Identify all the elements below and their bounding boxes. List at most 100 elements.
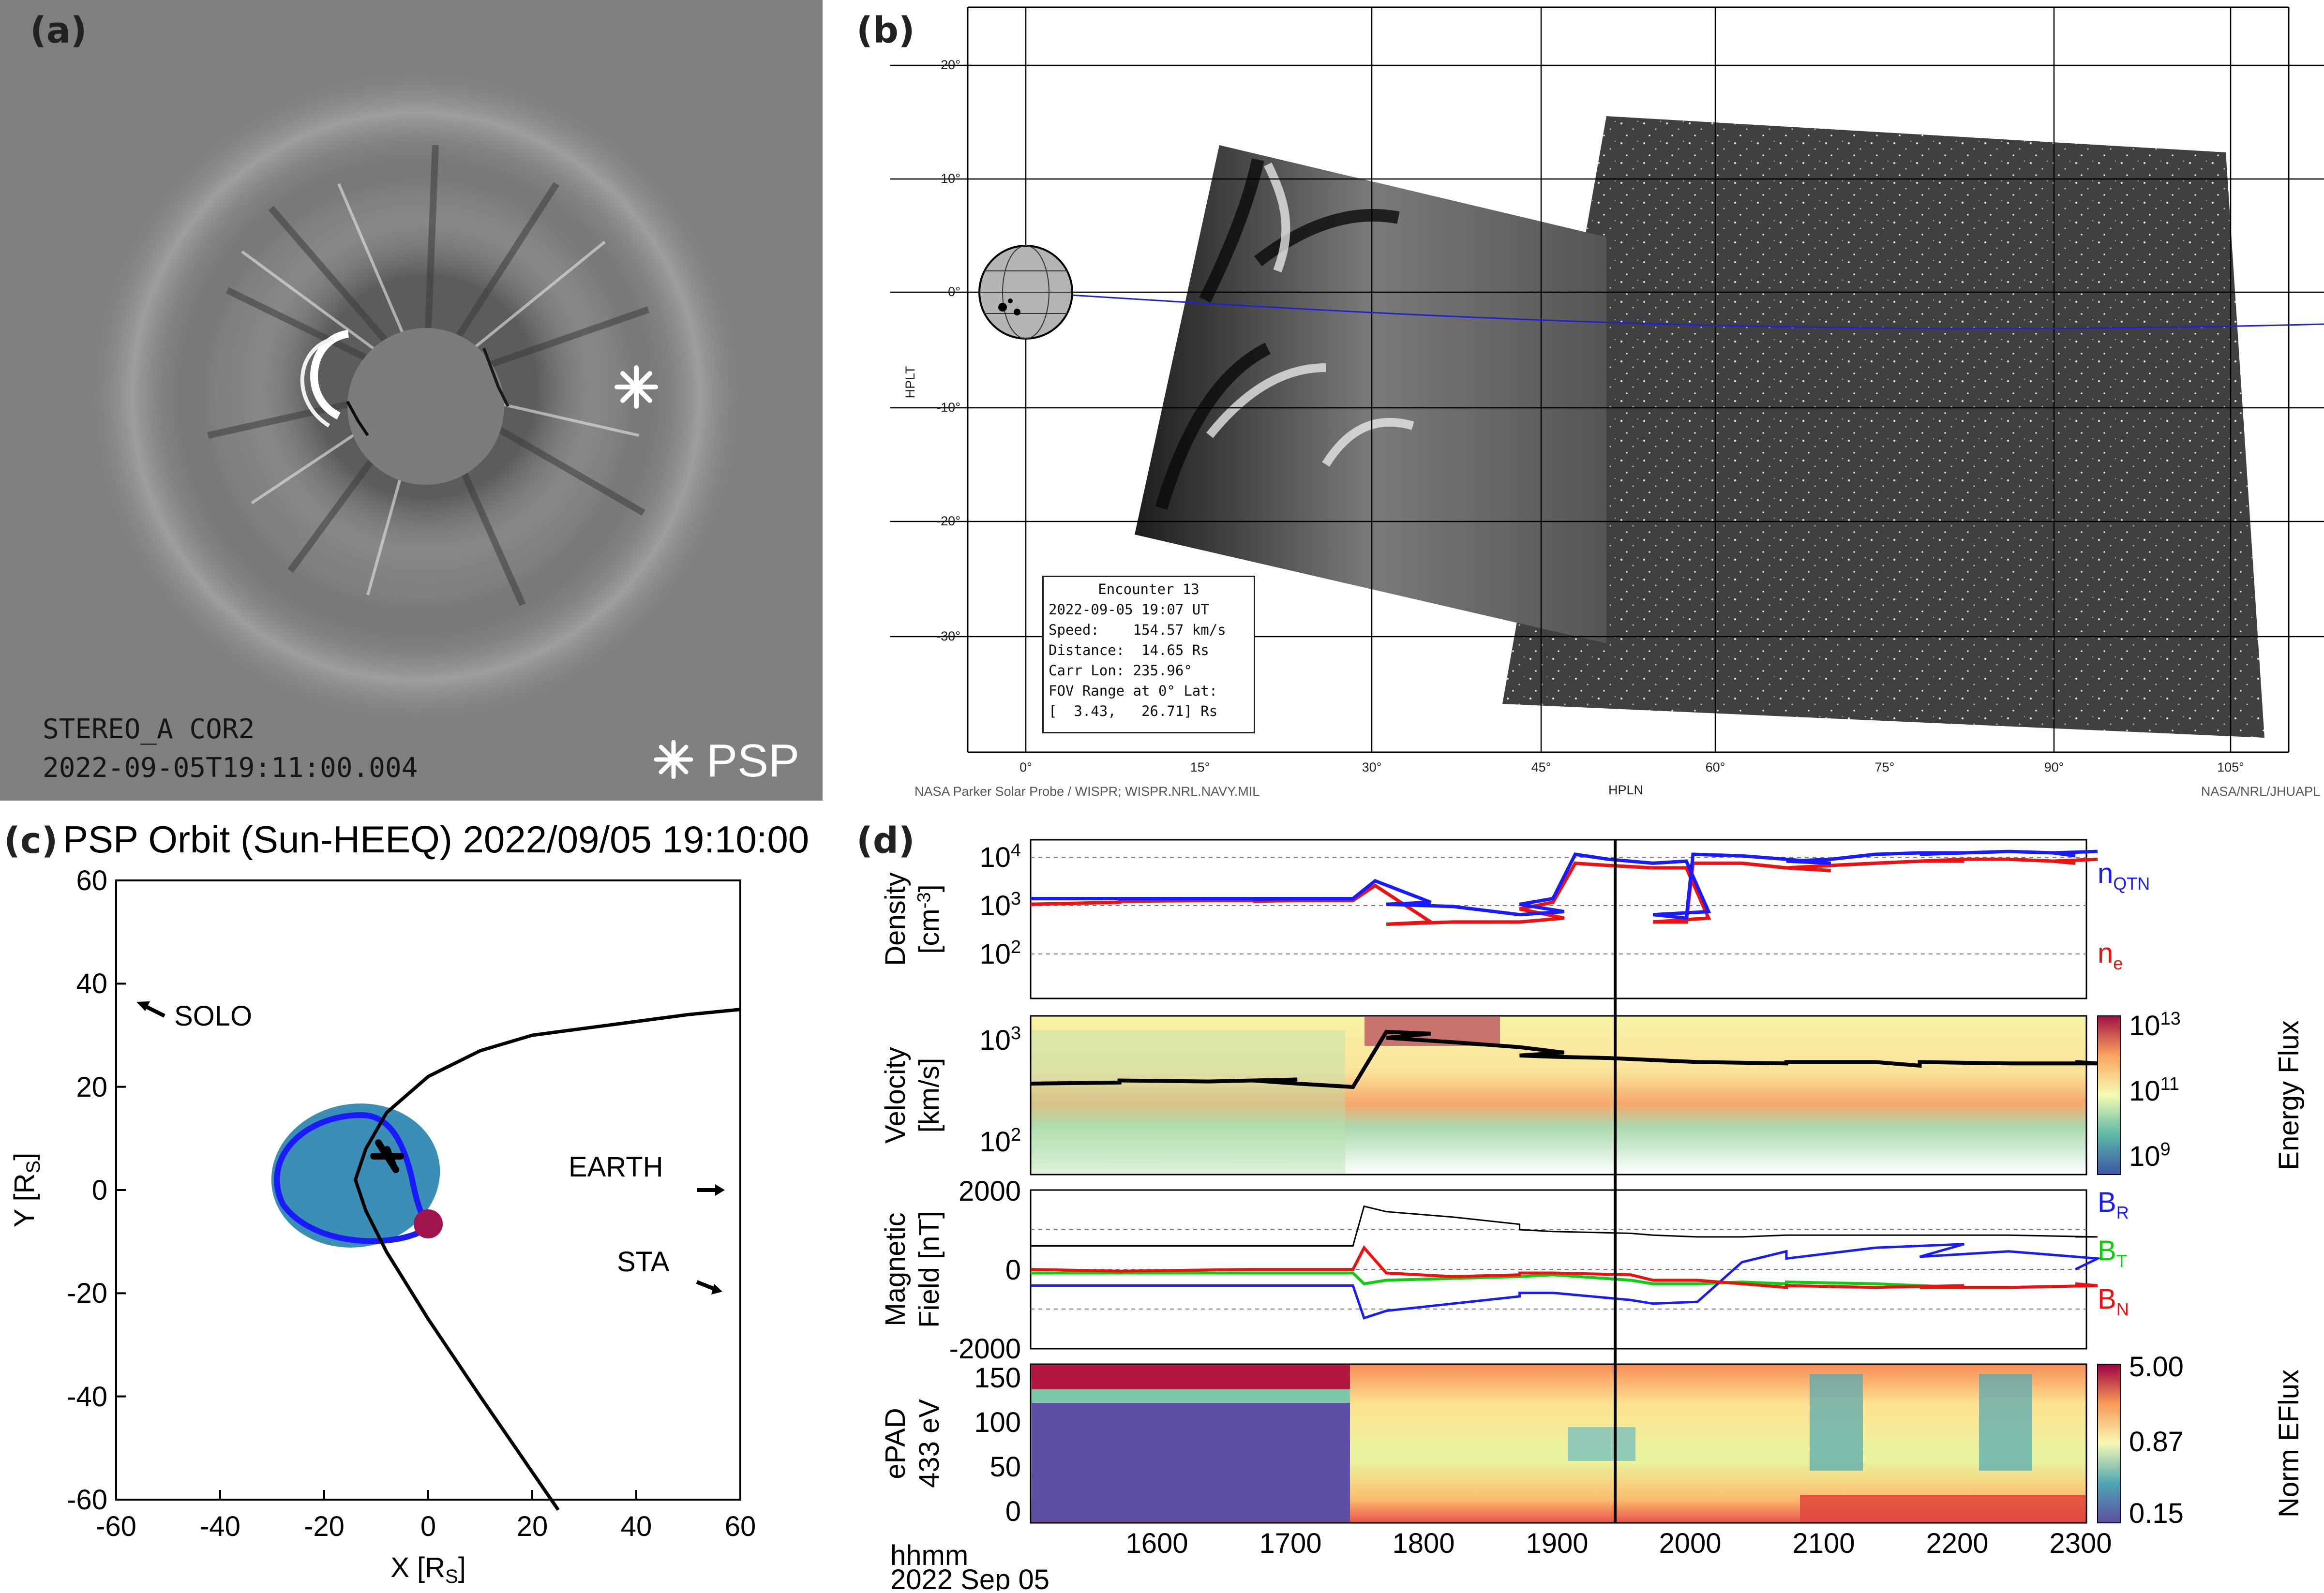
psp-marker-icon xyxy=(615,365,658,409)
hplt-tick: 0° xyxy=(948,284,960,299)
norm-cb-label: Norm EFlux xyxy=(2273,1370,2305,1518)
hplt-tick: -30° xyxy=(936,629,960,643)
info-line: FOV Range at 0° Lat: xyxy=(1049,683,1218,699)
hpln-tick: 90° xyxy=(2044,760,2064,774)
y-tick-marks xyxy=(116,879,126,1501)
velocity-tick: 103 xyxy=(979,1023,1021,1056)
time-tick: 1800 xyxy=(1392,1528,1454,1559)
mag-tick: -2000 xyxy=(949,1333,1021,1365)
time-tick: 1600 xyxy=(1125,1528,1188,1559)
timestamp-caption: 2022-09-05T19:11:00.004 xyxy=(43,752,418,784)
mag-tick: 2000 xyxy=(959,1176,1021,1207)
legend-ne: ne xyxy=(2098,938,2123,973)
instrument-caption: STEREO_A COR2 xyxy=(43,714,255,745)
hpln-tick: 75° xyxy=(1875,760,1895,774)
velocity-ylabel: Velocity xyxy=(880,1047,911,1144)
epad-high-flux-strip xyxy=(1032,1365,1350,1389)
epad-tick: 50 xyxy=(990,1451,1021,1483)
panel-a-label: (a) xyxy=(30,10,87,51)
energy-cb-tick: 1013 xyxy=(2129,1009,2181,1042)
info-line: 2022-09-05 19:07 UT xyxy=(1049,601,1209,618)
epad-ylabel: ePAD xyxy=(880,1408,911,1479)
density-tick: 102 xyxy=(979,937,1021,970)
psp-legend-icon xyxy=(654,740,693,779)
sun-disk-icon xyxy=(978,245,1073,340)
epad-blue-patch xyxy=(1810,1374,1863,1471)
time-tick: 2200 xyxy=(1926,1528,1988,1559)
y-tick-label: 40 xyxy=(76,968,107,999)
mag-ylabel-unit: Field [nT] xyxy=(914,1211,945,1328)
orbit-plot: -60 -40 -20 0 20 40 60 60 40 20 0 -20 -4… xyxy=(0,865,823,1591)
psp-spacecraft-icon xyxy=(370,1139,404,1173)
series-bn-line xyxy=(1030,1245,2098,1289)
credit-left: NASA Parker Solar Probe / WISPR; WISPR.N… xyxy=(915,784,1259,799)
x-tick-label: -20 xyxy=(304,1511,345,1542)
time-caption-date: 2022 Sep 05 xyxy=(890,1564,1050,1591)
epad-blue-patch xyxy=(1979,1374,2032,1471)
epad-tick: 100 xyxy=(974,1407,1021,1438)
y-tick-label: -20 xyxy=(67,1278,107,1309)
earth-label: EARTH xyxy=(569,1151,663,1183)
density-tick: 104 xyxy=(979,840,1021,873)
energy-cb-label: Energy Flux xyxy=(2273,1020,2305,1170)
y-tick-label: -60 xyxy=(67,1484,107,1516)
x-tick-label: 20 xyxy=(517,1511,548,1542)
hpln-tick: 105° xyxy=(2217,760,2244,774)
velocity-spectrogram xyxy=(1030,1015,2087,1176)
psp-trajectory xyxy=(353,1008,741,1511)
panel-c-label: (c) xyxy=(4,820,58,862)
y-tick-label: 60 xyxy=(76,866,107,896)
epad-red-strip xyxy=(1800,1495,2085,1522)
time-tick: 1900 xyxy=(1526,1528,1588,1559)
info-line: [ 3.43, 26.71] Rs xyxy=(1049,703,1218,719)
info-line: Speed: 154.57 km/s xyxy=(1049,622,1226,638)
epad-tick: 0 xyxy=(1005,1496,1021,1527)
time-tick: 2100 xyxy=(1792,1528,1855,1559)
norm-eflux-colorbar xyxy=(2097,1364,2121,1523)
y-tick-label: 20 xyxy=(76,1072,107,1103)
magnetic-gridlines xyxy=(1031,1229,2086,1310)
time-tick: 1700 xyxy=(1259,1528,1321,1559)
legend-bt: BT xyxy=(2098,1235,2127,1271)
time-tick: 2300 xyxy=(2049,1528,2112,1559)
legend-bn: BN xyxy=(2098,1283,2129,1319)
x-tick-label: -40 xyxy=(200,1511,240,1542)
series-ne-line xyxy=(1030,857,2098,926)
credit-right: NASA/NRL/JHUAPL xyxy=(2201,784,2320,799)
x-tick-label: 0 xyxy=(420,1511,436,1542)
norm-cb-tick: 5.00 xyxy=(2129,1351,2184,1383)
x-tick-label: 40 xyxy=(621,1511,652,1542)
coronagraph-image xyxy=(0,0,823,801)
epad-mid-strip xyxy=(1032,1389,1350,1403)
density-ylabel-unit: [cm-3] xyxy=(914,884,945,953)
series-br-line xyxy=(1031,1243,2102,1320)
velocity-quiet-region xyxy=(1032,1030,1345,1174)
panel-d-label: (d) xyxy=(856,820,915,862)
hplt-tick: -10° xyxy=(936,400,960,415)
y-axis-label: Y [RS] xyxy=(9,1153,44,1228)
info-line: Distance: 14.65 Rs xyxy=(1049,642,1209,658)
series-speed-line xyxy=(1030,1029,2098,1089)
norm-cb-tick: 0.15 xyxy=(2129,1498,2184,1529)
epad-low-flux-block xyxy=(1032,1403,1350,1522)
hpln-tick: 45° xyxy=(1531,760,1551,774)
hplt-tick: 20° xyxy=(941,58,960,72)
velocity-ylabel-unit: [km/s] xyxy=(914,1058,945,1133)
earth-arrow-icon xyxy=(697,1184,725,1196)
series-nqtn-line xyxy=(1031,849,2098,920)
energy-flux-colorbar xyxy=(2097,1015,2121,1175)
density-tick: 103 xyxy=(979,889,1021,922)
insitu-plot: Density [cm-3] Velocity [km/s] Magnetic … xyxy=(852,822,2324,1593)
wispr-plot: 20° 10° 0° -10° -20° -30° 0° 15° 30° 45°… xyxy=(890,0,2324,813)
energy-cb-tick: 1011 xyxy=(2129,1074,2179,1107)
solo-label: SOLO xyxy=(174,1000,252,1032)
wispr-inner-image xyxy=(1135,145,1606,643)
hplt-tick: -20° xyxy=(936,514,960,528)
mag-ylabel: Magnetic xyxy=(880,1212,911,1326)
density-ylabel: Density xyxy=(880,872,911,966)
x-tick-marks xyxy=(115,1490,741,1500)
legend-br: BR xyxy=(2098,1187,2129,1222)
hplt-tick: 10° xyxy=(941,171,960,186)
panel-b-label: (b) xyxy=(856,10,915,51)
legend-nqtn: nQTN xyxy=(2098,858,2150,893)
